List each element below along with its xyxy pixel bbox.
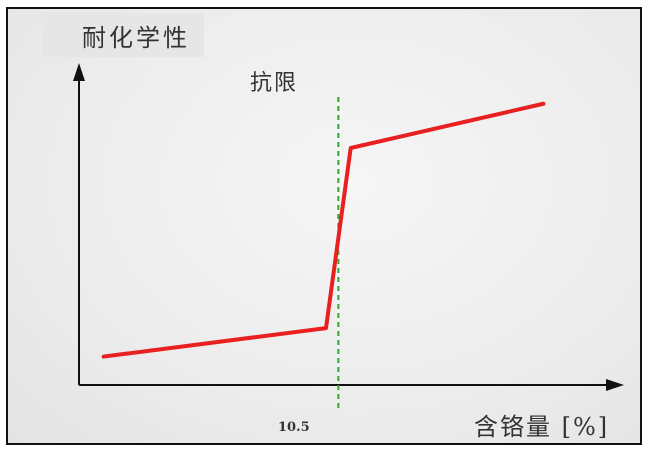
- threshold-annotation: 抗限: [250, 71, 299, 96]
- x-axis-arrow: [606, 379, 624, 391]
- x-tick-label: 10.5: [278, 420, 310, 435]
- series-line: [101, 101, 546, 359]
- series-group: [101, 101, 546, 359]
- y-axis-arrow: [73, 63, 85, 81]
- y-axis-label: 耐化学性: [42, 13, 204, 57]
- chart-plot: [73, 63, 624, 409]
- x-axis-label: 含铬量 [%]: [474, 413, 610, 441]
- chart-frame: 耐化学性 抗限 10.5 含铬量 [%]: [6, 7, 642, 445]
